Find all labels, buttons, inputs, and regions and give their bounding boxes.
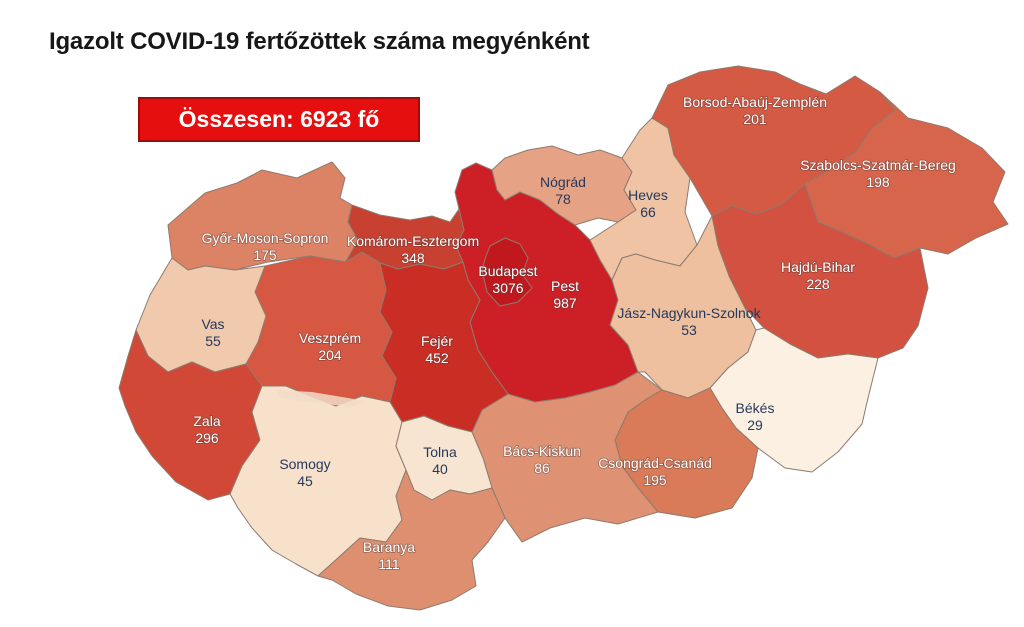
county-label-hajdu: Hajdú-Bihar 228 [781,259,855,292]
county-label-gyor: Győr-Moson-Sopron 175 [202,230,329,263]
county-label-szabolcs: Szabolcs-Szatmár-Bereg 198 [800,157,956,190]
county-label-csongrad: Csongrád-Csanád 195 [598,455,712,488]
county-label-vas: Vas 55 [201,316,224,349]
county-shape-budapest [481,237,533,307]
county-label-heves: Heves 66 [628,187,668,220]
county-label-nograd: Nógrád 78 [540,174,586,207]
county-label-pest: Pest 987 [551,278,579,311]
county-label-borsod: Borsod-Abaúj-Zemplén 201 [683,94,827,127]
county-label-zala: Zala 296 [193,413,220,446]
county-label-bekes: Békés 29 [736,400,775,433]
total-badge-label: Összesen: 6923 fő [178,106,380,132]
county-label-veszprem: Veszprém 204 [299,330,361,363]
county-label-komarom: Komárom-Esztergom 348 [347,233,479,266]
lake-balaton [276,390,364,407]
page-title: Igazolt COVID-19 fertőzöttek száma megyé… [49,28,590,55]
county-label-fejer: Fejér 452 [421,333,453,366]
total-badge: Összesen: 6923 fő [138,97,420,142]
county-shape-baranya [317,469,506,611]
county-shape-bekes [709,327,879,473]
county-shape-vas [135,257,267,373]
county-label-tolna: Tolna 40 [423,444,457,477]
county-label-baranya: Baranya 111 [363,539,415,572]
county-label-budapest: Budapest 3076 [478,263,537,296]
county-shape-hajdu [711,183,929,359]
county-label-jasz: Jász-Nagykun-Szolnok 53 [617,305,761,338]
county-shape-veszprem [245,251,397,407]
county-label-somogy: Somogy 45 [279,456,330,489]
county-label-bacs: Bács-Kiskun 86 [503,443,581,476]
